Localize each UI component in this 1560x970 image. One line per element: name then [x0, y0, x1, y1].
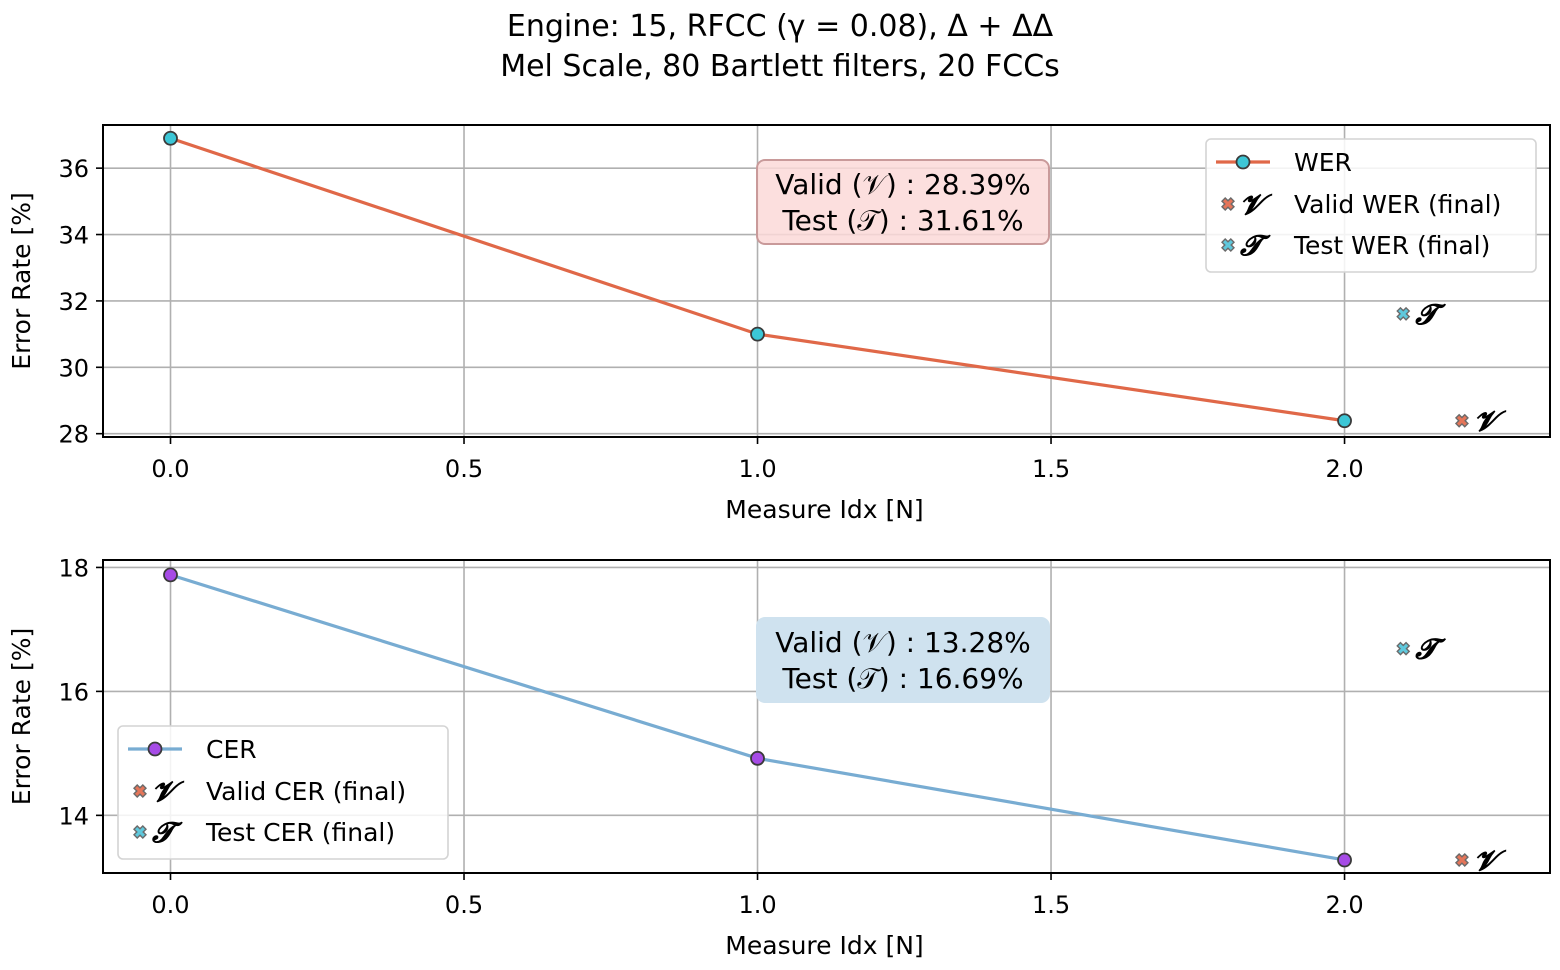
legend-test-marker [1221, 238, 1235, 252]
test-final-marker [1396, 641, 1411, 656]
wer-plot-panel: 𝓥 𝓣 Valid (𝒱) : 28.39%Test (𝒯) : 31.61% 0.0… [7, 124, 1551, 524]
data-point [163, 130, 178, 146]
figure-title-line1: Engine: 15, RFCC (γ = 0.08), Δ + ΔΔ [507, 9, 1054, 44]
legend-label: Valid WER (final) [1294, 190, 1501, 219]
legend-frame [1205, 138, 1537, 273]
x-tick-label: 0.5 [445, 891, 483, 919]
annotation-box [756, 159, 1050, 245]
test-final-marker [1396, 306, 1411, 321]
legend-frame [117, 725, 449, 860]
y-tick-label: 36 [58, 155, 89, 183]
y-tick-label: 18 [58, 554, 89, 582]
y-tick-label: 28 [58, 421, 89, 449]
legend-label: Valid CER (final) [206, 777, 406, 806]
valid-final-marker [1454, 413, 1469, 428]
legend-marker-swatch [147, 741, 163, 757]
legend-label: Test CER (final) [205, 818, 395, 847]
test-final-symbol: 𝓣 [1415, 633, 1446, 666]
y-axis-label: Error Rate [%] [7, 628, 36, 805]
legend-valid-marker [133, 784, 147, 798]
legend-test-marker [133, 825, 147, 839]
x-axis-label: Measure Idx [N] [725, 495, 923, 524]
x-axis-label: Measure Idx [N] [725, 931, 923, 960]
annotation-valid-text: Valid (𝒱) : 28.39% [775, 168, 1031, 201]
data-point [1337, 413, 1352, 429]
legend-marker-swatch [1235, 154, 1251, 170]
data-point [750, 326, 765, 342]
legend-label: CER [206, 735, 257, 764]
x-tick-label: 0.0 [151, 891, 189, 919]
axes-frame [102, 559, 1551, 874]
axes-frame [102, 124, 1551, 438]
y-tick-label: 32 [58, 288, 89, 316]
x-tick-label: 1.5 [1032, 455, 1070, 483]
valid-final-marker [1454, 852, 1469, 867]
annotation-test-text: Test (𝒯) : 31.61% [781, 204, 1023, 237]
figure-title-line2: Mel Scale, 80 Bartlett filters, 20 FCCs [500, 49, 1060, 84]
annotation-test-text: Test (𝒯) : 16.69% [781, 662, 1023, 695]
valid-final-symbol: 𝓥 [1474, 405, 1507, 438]
x-tick-label: 1.0 [738, 455, 776, 483]
data-point [750, 750, 765, 766]
annotation-box [756, 617, 1050, 703]
x-tick-label: 0.5 [445, 455, 483, 483]
x-tick-label: 2.0 [1325, 455, 1363, 483]
annotation-valid-text: Valid (𝒱) : 13.28% [775, 626, 1031, 659]
test-final-symbol: 𝓣 [1415, 298, 1446, 331]
x-tick-label: 1.5 [1032, 891, 1070, 919]
legend-label: Test WER (final) [1293, 231, 1490, 260]
legend-label: WER [1294, 148, 1352, 177]
data-point [163, 567, 178, 583]
data-point [1337, 852, 1352, 868]
x-tick-label: 0.0 [151, 455, 189, 483]
x-tick-label: 1.0 [738, 891, 776, 919]
y-tick-label: 30 [58, 354, 89, 382]
x-tick-label: 2.0 [1325, 891, 1363, 919]
y-axis-label: Error Rate [%] [7, 192, 36, 369]
y-tick-label: 34 [58, 222, 89, 250]
y-tick-label: 16 [58, 678, 89, 706]
legend-valid-marker [1221, 197, 1235, 211]
y-tick-label: 14 [58, 802, 89, 830]
